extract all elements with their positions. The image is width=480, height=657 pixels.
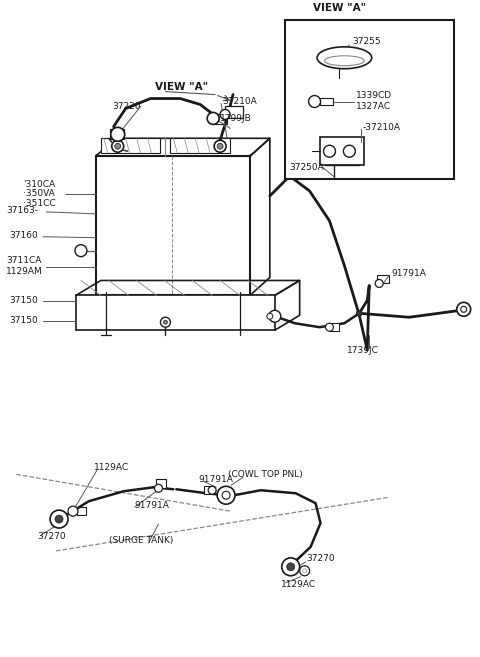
Circle shape [267,313,273,319]
Circle shape [50,510,68,528]
Bar [101,138,160,153]
Circle shape [356,310,362,316]
Text: ·351CC: ·351CC [23,200,56,208]
Text: 37150: 37150 [9,296,38,305]
Circle shape [302,569,307,573]
Text: 1129AC: 1129AC [281,580,316,589]
Circle shape [160,317,170,327]
Circle shape [214,141,226,152]
Text: 37270: 37270 [307,555,335,563]
Circle shape [112,141,124,152]
Circle shape [208,486,216,494]
Text: 37163-: 37163- [6,206,38,215]
Circle shape [287,563,295,571]
Text: 3711CA: 3711CA [6,256,42,265]
Text: VIEW "A": VIEW "A" [312,3,366,13]
Circle shape [343,145,355,157]
Circle shape [75,244,87,257]
Circle shape [282,558,300,576]
Text: -37210A: -37210A [362,123,400,132]
Bar [225,106,243,118]
Bar [320,97,334,106]
Circle shape [155,484,162,492]
Bar [285,20,454,179]
Circle shape [207,112,219,124]
Text: 37160: 37160 [9,231,38,240]
Text: 37255: 37255 [352,37,381,47]
Bar [110,129,124,139]
Bar [320,137,364,165]
Text: 37150: 37150 [9,316,38,325]
Text: 37220: 37220 [113,102,141,111]
Text: 37270: 37270 [37,532,66,541]
Circle shape [115,143,120,149]
Ellipse shape [324,56,364,66]
Bar [213,114,227,124]
Circle shape [222,491,230,499]
Circle shape [111,127,125,141]
Text: 1327AC: 1327AC [356,102,392,111]
Bar [76,296,275,330]
Text: 37250A: 37250A [290,163,324,171]
Text: (SURGE TANK): (SURGE TANK) [109,537,173,545]
Bar [156,480,167,488]
Circle shape [309,95,321,108]
Circle shape [217,486,235,504]
Text: 37210A: 37210A [222,97,257,106]
Circle shape [220,110,230,120]
Circle shape [217,143,223,149]
Text: 91791A: 91791A [391,269,426,278]
Text: 91791A: 91791A [198,475,233,484]
Text: 1739JC: 1739JC [348,346,379,355]
Bar [96,156,250,296]
Circle shape [68,506,78,516]
Text: 1799JB: 1799JB [220,114,252,123]
Bar [204,486,213,494]
Circle shape [457,302,471,316]
Bar [329,323,339,331]
Bar [377,275,389,283]
Text: ·350VA: ·350VA [23,189,55,198]
Text: '310CA: '310CA [23,179,55,189]
Text: 91791A: 91791A [134,501,169,510]
Circle shape [375,279,383,287]
Text: 1339CD: 1339CD [356,91,393,100]
Bar [170,138,230,153]
Circle shape [55,515,63,523]
Circle shape [325,323,334,331]
Text: 1129AC: 1129AC [94,463,129,472]
Bar [77,507,86,515]
Text: 1129AM: 1129AM [6,267,43,276]
Ellipse shape [317,47,372,69]
Circle shape [461,306,467,312]
Circle shape [164,320,168,324]
Circle shape [269,310,281,322]
Circle shape [324,145,336,157]
Text: VIEW "A": VIEW "A" [156,81,209,91]
Text: (COWL TOP PNL): (COWL TOP PNL) [228,470,303,479]
Circle shape [300,566,310,576]
